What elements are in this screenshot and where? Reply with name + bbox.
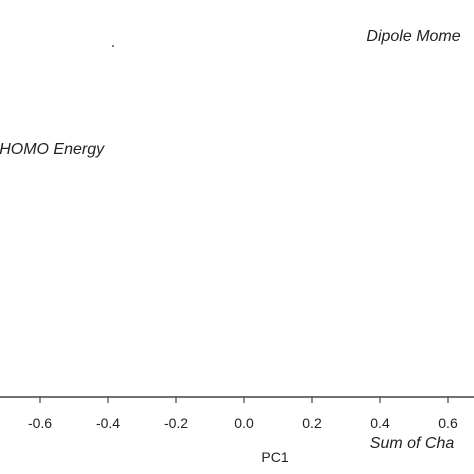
x-tick-label: 0.6 [438,415,458,431]
stray-dot [112,45,114,47]
x-axis-tick-labels: -0.6 -0.4 -0.2 0.0 0.2 0.4 0.6 [28,415,458,431]
x-tick-label: -0.2 [164,415,188,431]
x-tick-label: -0.6 [28,415,52,431]
x-tick-label: 0.4 [370,415,390,431]
variable-annotations: Dipole Mome HOMO Energy Sum of Cha [0,28,461,452]
annotation-label: Dipole Mome [366,28,460,45]
x-tick-label: 0.0 [234,415,254,431]
annotation-label: Sum of Cha [370,435,455,452]
x-tick-label: -0.4 [96,415,120,431]
annotation-label: HOMO Energy [0,141,105,158]
x-axis-title: PC1 [261,449,288,465]
x-axis-ticks [39,397,449,403]
x-tick-label: 0.2 [302,415,322,431]
